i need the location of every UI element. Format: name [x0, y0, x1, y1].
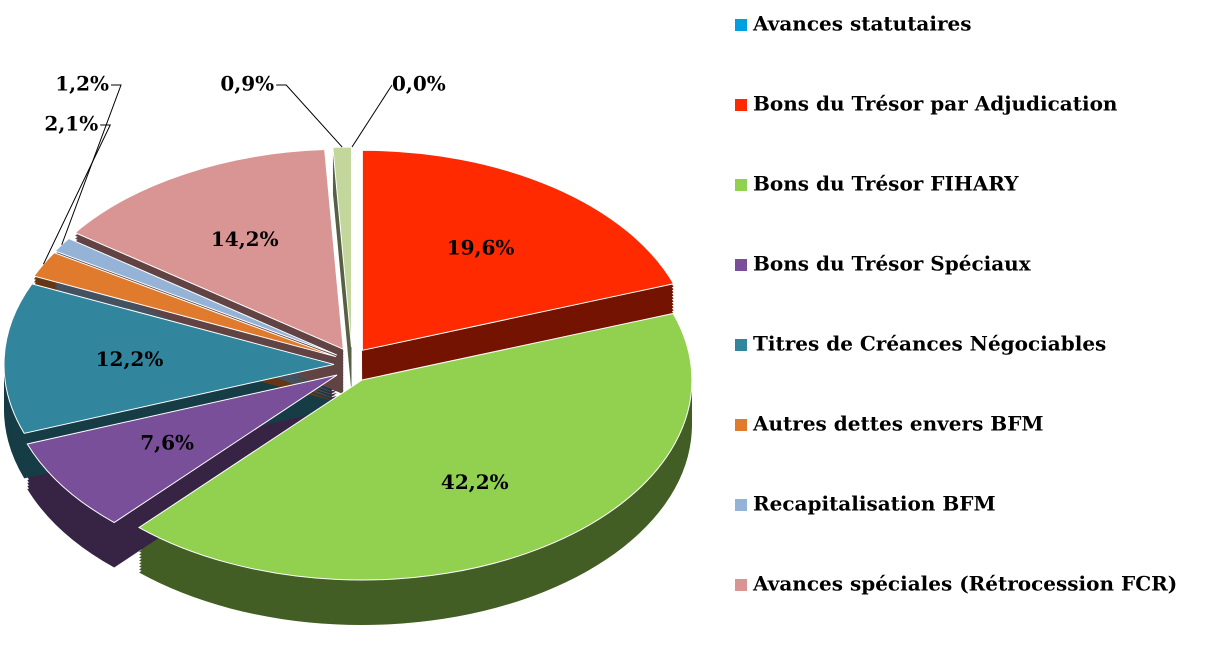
slice	[138, 312, 693, 581]
legend-label: Titres de Créances Négociables	[753, 332, 1106, 356]
data-label: 1,2%	[55, 72, 109, 96]
data-label: 7,6%	[140, 431, 194, 455]
legend-swatch	[735, 259, 747, 271]
leader-line	[276, 84, 343, 148]
slice	[26, 374, 338, 524]
legend-label: Autres dettes envers BFM	[752, 412, 1044, 436]
legend-swatch	[735, 419, 747, 431]
data-label: 42,2%	[441, 470, 509, 494]
leader-line	[42, 124, 112, 265]
legend-swatch	[735, 579, 747, 591]
leader-line	[61, 84, 122, 245]
legend-swatch	[735, 499, 747, 511]
data-label: 0,9%	[220, 72, 274, 96]
legend-label: Avances spéciales (Rétrocession FCR)	[752, 572, 1177, 596]
legend-swatch	[735, 19, 747, 31]
data-label: 0,0%	[392, 72, 446, 96]
legend-swatch	[735, 339, 747, 351]
data-label: 14,2%	[211, 227, 279, 251]
data-label: 2,1%	[44, 112, 98, 136]
legend-label: Avances statutaires	[752, 12, 972, 36]
legend-label: Bons du Trésor par Adjudication	[753, 92, 1118, 116]
data-label: 12,2%	[96, 347, 164, 371]
legend-swatch	[735, 179, 747, 191]
legend-swatch	[735, 99, 747, 111]
legend-label: Recapitalisation BFM	[753, 492, 996, 516]
data-label: 19,6%	[447, 236, 515, 260]
slice	[3, 283, 335, 434]
legend-label: Bons du Trésor FIHARY	[753, 172, 1019, 196]
slice	[74, 149, 344, 351]
legend-label: Bons du Trésor Spéciaux	[753, 252, 1032, 276]
leader-line	[351, 84, 393, 148]
slice	[361, 149, 675, 351]
